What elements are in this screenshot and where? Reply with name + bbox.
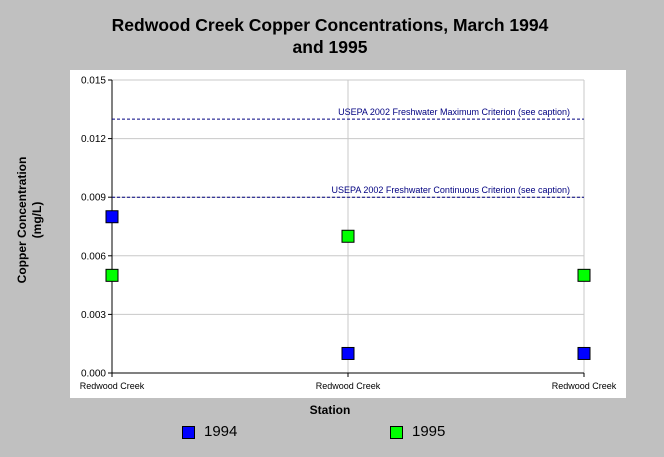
- data-point-1994: [341, 346, 355, 360]
- reference-line-label: USEPA 2002 Freshwater Maximum Criterion …: [338, 107, 570, 117]
- x-axis-label: Station: [309, 403, 351, 417]
- data-point-1995: [577, 268, 591, 282]
- legend-label-1994: 1994: [204, 423, 238, 440]
- y-tick-label: 0.006: [81, 251, 106, 262]
- chart-title-line-1: Redwood Creek Copper Concentrations, Mar…: [111, 15, 549, 35]
- data-point-1995: [105, 268, 119, 282]
- chart-title: Redwood Creek Copper Concentrations, Mar…: [40, 14, 620, 58]
- y-tick-label: 0.000: [81, 369, 106, 380]
- data-point-1994: [577, 346, 591, 360]
- y-tick-label: 0.003: [81, 310, 106, 321]
- data-point-1994: [105, 210, 119, 224]
- chart-title-line-2: and 1995: [292, 37, 368, 57]
- legend-swatch-1995: [390, 426, 403, 439]
- data-point-1995: [341, 229, 355, 243]
- y-tick-label: 0.009: [81, 193, 106, 204]
- x-tick-label: Redwood Creek: [316, 381, 381, 391]
- y-tick-label: 0.012: [81, 134, 106, 145]
- legend-swatch-1994: [182, 426, 195, 439]
- x-tick-label: Redwood Creek: [80, 381, 145, 391]
- x-tick-label: Redwood Creek: [552, 381, 617, 391]
- legend-label-1995: 1995: [412, 423, 446, 440]
- y-tick-label: 0.015: [81, 76, 106, 87]
- reference-line-label: USEPA 2002 Freshwater Continuous Criteri…: [332, 185, 570, 195]
